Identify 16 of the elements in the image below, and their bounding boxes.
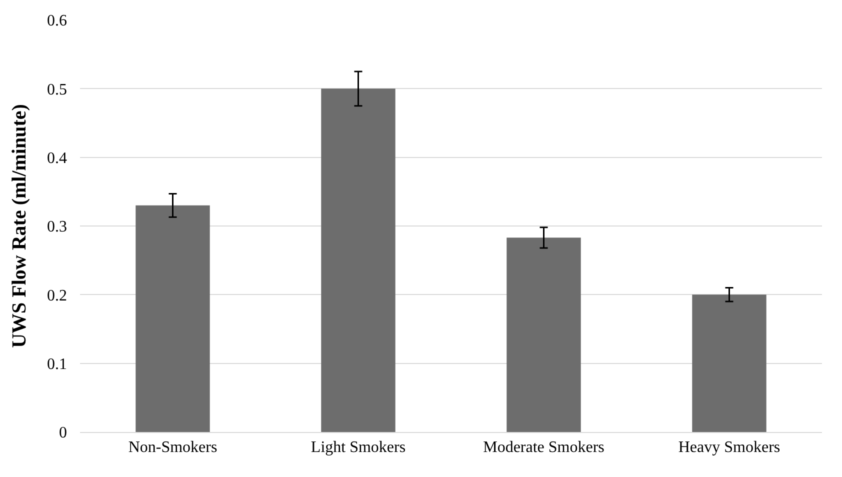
- y-tick-label: 0.6: [47, 12, 67, 30]
- bar: [506, 238, 581, 432]
- y-tick-label: 0.3: [47, 218, 67, 236]
- y-tick-label: 0.1: [47, 356, 67, 373]
- y-tick-label: 0.2: [47, 287, 67, 304]
- x-tick-label: Non-Smokers: [128, 439, 218, 456]
- bar: [692, 294, 766, 432]
- y-tick-label: 0.4: [47, 150, 67, 167]
- bar: [136, 205, 210, 432]
- bar: [321, 88, 396, 432]
- y-tick-label: 0: [59, 424, 67, 442]
- y-axis-title: UWS Flow Rate (ml/minute): [8, 104, 30, 348]
- x-tick-label: Light Smokers: [310, 439, 406, 456]
- x-tick-label: Heavy Smokers: [678, 439, 780, 456]
- y-tick-label: 0.5: [47, 81, 67, 98]
- x-tick-label: Moderate Smokers: [483, 439, 604, 456]
